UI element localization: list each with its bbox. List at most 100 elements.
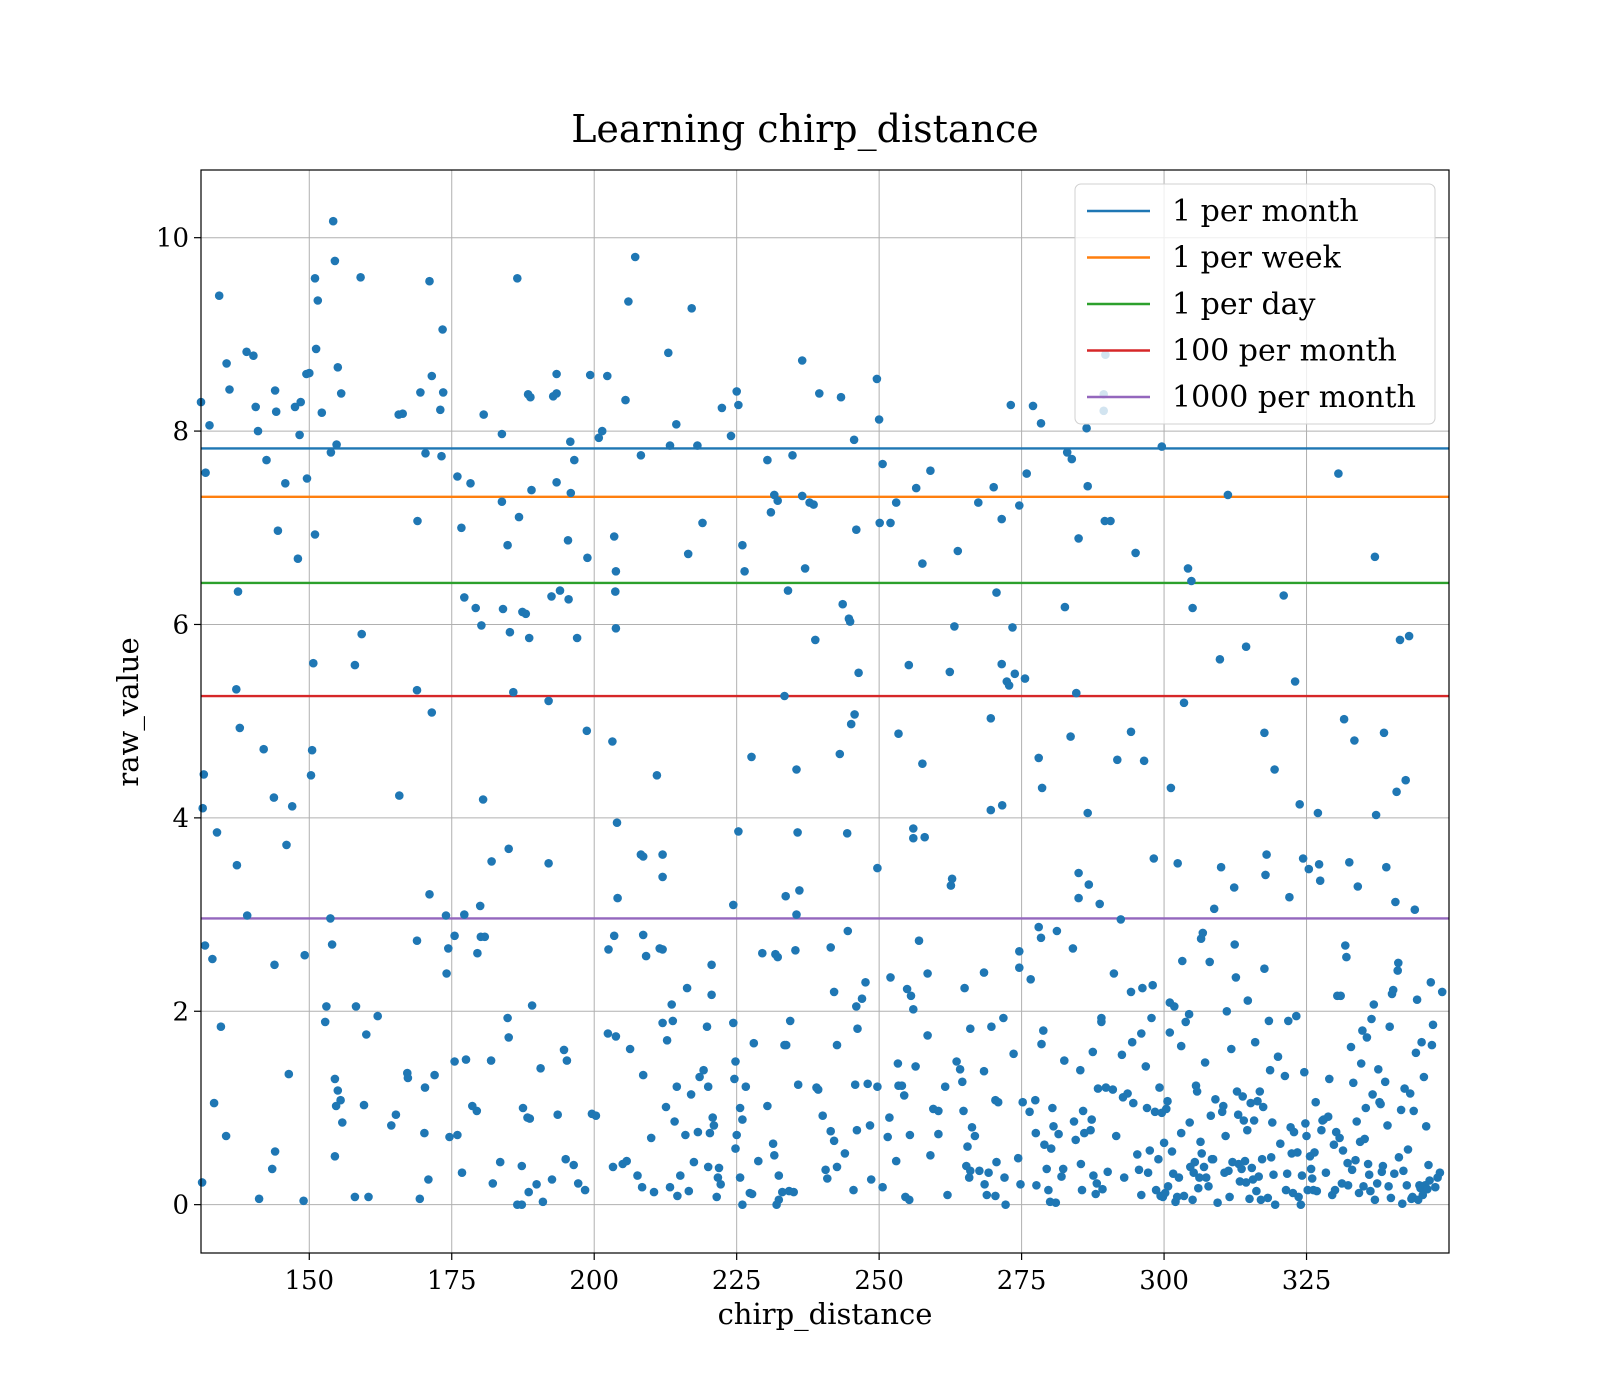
scatter-point xyxy=(269,793,279,802)
scatter-point xyxy=(707,990,716,1000)
scatter-point xyxy=(958,1077,967,1087)
scatter-point xyxy=(413,516,422,526)
scatter-point xyxy=(630,252,640,262)
scatter-point xyxy=(267,1164,277,1174)
scatter-point xyxy=(658,872,667,882)
scatter-point xyxy=(420,1083,430,1092)
scatter-point xyxy=(1347,1165,1357,1175)
scatter-point xyxy=(611,624,621,633)
scatter-point xyxy=(1370,552,1380,562)
scatter-point xyxy=(1143,1168,1153,1177)
scatter-point xyxy=(1335,1133,1344,1143)
scatter-point xyxy=(974,498,983,507)
scatter-point xyxy=(466,479,475,488)
scatter-point xyxy=(497,429,507,439)
scatter-point xyxy=(1066,732,1075,741)
scatter-point xyxy=(1270,1200,1280,1209)
scatter-point xyxy=(1310,1148,1319,1157)
scatter-point xyxy=(611,587,620,596)
scatter-point xyxy=(1424,1160,1433,1170)
scatter-point xyxy=(604,945,613,954)
scatter-point xyxy=(633,1171,642,1180)
scatter-point xyxy=(527,485,536,495)
scatter-point xyxy=(421,449,430,458)
scatter-point xyxy=(200,941,210,950)
scatter-point xyxy=(1106,516,1115,526)
scatter-point xyxy=(1257,1154,1267,1164)
scatter-point xyxy=(909,824,918,833)
scatter-point xyxy=(580,1185,590,1195)
scatter-point xyxy=(926,466,935,476)
scatter-point xyxy=(891,498,901,507)
legend-box xyxy=(1074,183,1436,425)
scatter-point xyxy=(646,1133,656,1143)
scatter-point xyxy=(350,660,360,670)
scatter-point xyxy=(1402,1181,1412,1190)
scatter-point xyxy=(1383,1121,1392,1130)
scatter-point xyxy=(1052,926,1062,936)
scatter-point xyxy=(1253,1096,1262,1106)
scatter-point xyxy=(1076,1159,1086,1169)
scatter-point xyxy=(1178,956,1187,966)
scatter-point xyxy=(1400,1084,1409,1093)
scatter-point xyxy=(310,530,320,539)
scatter-point xyxy=(1231,973,1241,982)
scatter-point xyxy=(214,291,224,301)
scatter-point xyxy=(840,1149,850,1158)
scatter-point xyxy=(1129,1098,1138,1108)
scatter-point xyxy=(1247,1163,1257,1173)
scatter-point xyxy=(1015,501,1024,510)
scatter-point xyxy=(609,931,619,941)
scatter-point xyxy=(225,385,234,394)
scatter-point xyxy=(1292,1011,1301,1021)
scatter-point xyxy=(498,604,508,614)
scatter-point xyxy=(992,1157,1001,1167)
scatter-point xyxy=(1317,1125,1326,1135)
scatter-point xyxy=(1315,876,1325,885)
scatter-point xyxy=(945,667,955,677)
scatter-point xyxy=(793,828,802,837)
scatter-point xyxy=(1435,1168,1445,1177)
scatter-point xyxy=(1039,1026,1048,1035)
scatter-point xyxy=(1044,1185,1053,1195)
scatter-point xyxy=(1229,883,1239,892)
scatter-point xyxy=(1382,862,1391,872)
scatter-point xyxy=(1095,899,1104,909)
scatter-point xyxy=(1109,969,1119,978)
scatter-point xyxy=(979,968,989,977)
scatter-point xyxy=(306,771,316,780)
scatter-point xyxy=(1015,963,1024,972)
scatter-point xyxy=(608,737,617,746)
scatter-point xyxy=(911,483,921,493)
scatter-point xyxy=(1246,1098,1255,1108)
scatter-point xyxy=(909,833,918,843)
scatter-point xyxy=(461,1055,471,1064)
scatter-point xyxy=(1293,1148,1302,1157)
scatter-point xyxy=(232,685,241,694)
scatter-point xyxy=(583,553,592,563)
scatter-point xyxy=(766,508,776,517)
scatter-point xyxy=(914,936,924,945)
scatter-point xyxy=(552,478,561,487)
scatter-point xyxy=(1042,1164,1051,1174)
scatter-point xyxy=(310,274,320,283)
scatter-point xyxy=(984,1168,993,1177)
scatter-point xyxy=(982,1190,992,1200)
scatter-point xyxy=(445,1132,454,1142)
scatter-point xyxy=(424,1175,433,1184)
scatter-point xyxy=(1187,576,1196,586)
scatter-point xyxy=(1260,964,1269,973)
scatter-point xyxy=(1058,1164,1068,1174)
scatter-point xyxy=(740,567,749,576)
scatter-point xyxy=(763,1101,772,1111)
scatter-point xyxy=(730,1074,739,1084)
x-tick-label: 150 xyxy=(284,1266,334,1296)
scatter-point xyxy=(1404,631,1414,641)
scatter-point xyxy=(716,1180,725,1189)
scatter-point xyxy=(893,1059,903,1068)
scatter-point xyxy=(1068,944,1078,953)
scatter-point xyxy=(1368,1090,1377,1099)
scatter-point xyxy=(1034,922,1043,932)
scatter-point xyxy=(457,1168,467,1177)
